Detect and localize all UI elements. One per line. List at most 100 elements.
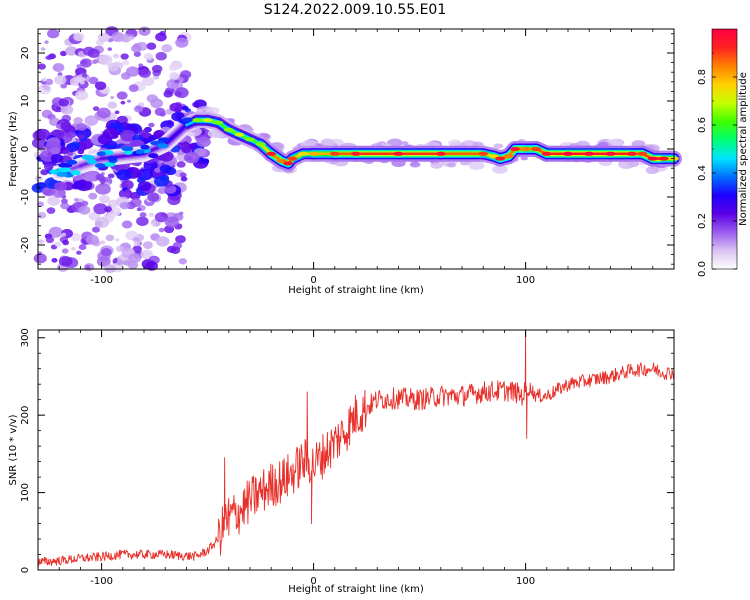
noise-blob bbox=[55, 106, 61, 111]
ridge-peak bbox=[503, 154, 514, 159]
noise-blob bbox=[154, 167, 162, 173]
noise-blob bbox=[92, 58, 99, 64]
noise-blob bbox=[60, 104, 74, 115]
y-tick-label: -10 bbox=[20, 189, 31, 205]
noise-blob bbox=[155, 51, 167, 61]
noise-blob bbox=[87, 48, 100, 59]
noise-blob bbox=[47, 28, 60, 39]
ridge-peak bbox=[329, 151, 340, 156]
noise-blob bbox=[76, 250, 82, 255]
ridge-peak bbox=[393, 151, 404, 156]
noise-blob bbox=[73, 117, 83, 125]
noise-blob bbox=[75, 179, 93, 192]
noise-blob bbox=[146, 42, 157, 50]
ridge-peak bbox=[647, 156, 658, 161]
noise-blob bbox=[180, 70, 192, 79]
ridge-peak bbox=[234, 132, 245, 137]
noise-blob bbox=[79, 80, 85, 85]
noise-blob bbox=[58, 98, 70, 107]
noise-blob bbox=[76, 64, 82, 69]
noise-blob bbox=[119, 129, 136, 142]
snr-x-axis-title: Height of straight line (km) bbox=[288, 584, 424, 595]
ridge-peak bbox=[255, 142, 266, 147]
noise-blob bbox=[36, 201, 45, 208]
ridge-peak bbox=[245, 137, 255, 142]
noise-blob bbox=[180, 176, 188, 182]
ridge-peak bbox=[563, 151, 573, 156]
halo-blob bbox=[493, 143, 504, 149]
noise-blob bbox=[138, 63, 144, 68]
ridge-peak bbox=[626, 151, 637, 156]
noise-blob bbox=[91, 226, 101, 233]
ridge-peak bbox=[223, 127, 234, 132]
noise-blob bbox=[60, 122, 72, 131]
noise-blob bbox=[40, 47, 46, 51]
ridge-peak bbox=[541, 151, 552, 156]
noise-blob bbox=[169, 102, 183, 112]
noise-blob bbox=[41, 77, 48, 82]
noise-blob bbox=[148, 122, 155, 128]
noise-blob bbox=[96, 107, 111, 119]
noise-blob bbox=[93, 203, 108, 215]
noise-blob bbox=[143, 52, 154, 61]
colorbar: 0.0 0.2 0.4 0.6 0.8 Normalized spectral ampl… bbox=[697, 28, 749, 277]
noise-blob bbox=[50, 147, 61, 155]
noise-blob bbox=[46, 55, 53, 60]
spectrogram-x-axis-title: Height of straight line (km) bbox=[288, 285, 424, 296]
noise-blob bbox=[44, 40, 49, 44]
halo-blob bbox=[446, 162, 456, 168]
spectrogram-ridge-layer bbox=[49, 112, 682, 181]
ridge-blob bbox=[57, 167, 72, 173]
noise-blob bbox=[174, 79, 180, 84]
noise-blob bbox=[54, 181, 67, 191]
ridge-peak bbox=[287, 156, 298, 161]
noise-blob bbox=[44, 85, 51, 91]
noise-blob bbox=[181, 146, 191, 154]
noise-blob bbox=[163, 90, 173, 98]
y-tick-label: -20 bbox=[20, 237, 31, 253]
x-tick-label: 0 bbox=[310, 576, 316, 587]
noise-blob bbox=[155, 236, 170, 247]
noise-blob bbox=[99, 194, 111, 204]
halo-blob bbox=[401, 141, 409, 146]
noise-blob bbox=[110, 95, 115, 100]
y-tick-label: 300 bbox=[20, 328, 31, 347]
noise-blob bbox=[57, 72, 63, 77]
noise-blob bbox=[31, 183, 46, 193]
snr-plot-area bbox=[38, 330, 674, 570]
noise-blob bbox=[97, 134, 113, 145]
noise-blob bbox=[61, 248, 69, 254]
noise-blob bbox=[155, 221, 160, 226]
noise-blob bbox=[176, 161, 186, 168]
ridge-blob bbox=[106, 155, 118, 161]
noise-blob bbox=[115, 246, 121, 250]
noise-blob bbox=[142, 241, 153, 250]
noise-blob bbox=[105, 234, 115, 242]
noise-blob bbox=[66, 131, 77, 139]
noise-blob bbox=[137, 181, 152, 191]
figure-title: S124.2022.009.10.55.E01 bbox=[264, 2, 447, 18]
ridge-blob bbox=[135, 149, 145, 155]
noise-blob bbox=[133, 241, 141, 247]
ridge-blob bbox=[70, 170, 81, 176]
noise-blob bbox=[120, 100, 126, 105]
ridge-blob bbox=[123, 149, 133, 155]
noise-blob bbox=[121, 220, 133, 229]
spectrogram-y-ticks: -20 -10 0 10 20 bbox=[20, 33, 674, 265]
noise-blob bbox=[136, 216, 149, 227]
noise-blob bbox=[97, 32, 110, 43]
noise-blob bbox=[114, 110, 120, 115]
noise-blob bbox=[138, 129, 149, 137]
spectrogram-y-axis-title: Frequency (Hz) bbox=[8, 111, 19, 187]
colorbar-tick-label: 0.0 bbox=[697, 261, 708, 277]
ridge-peak bbox=[308, 151, 319, 156]
noise-blob bbox=[92, 106, 100, 112]
noise-blob bbox=[132, 236, 140, 243]
colorbar-tick-label: 0.4 bbox=[697, 165, 708, 181]
colorbar-tick-label: 0.6 bbox=[697, 117, 708, 133]
noise-blob bbox=[85, 264, 91, 269]
noise-blob bbox=[33, 253, 47, 264]
halo-blob bbox=[468, 161, 485, 170]
noise-blob bbox=[165, 108, 173, 115]
colorbar-gradient bbox=[712, 29, 737, 269]
